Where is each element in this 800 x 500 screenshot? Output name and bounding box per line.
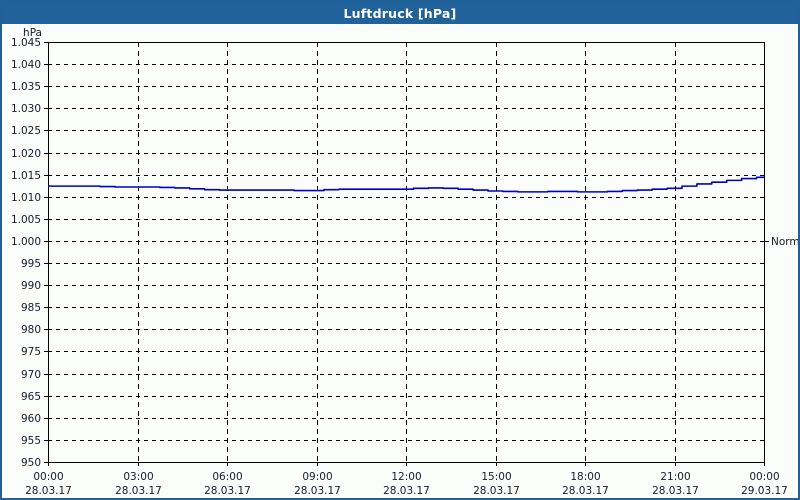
y-tick-label: 1.015 <box>11 170 41 182</box>
data-line-Luftdruck <box>48 176 764 193</box>
y-tick-label: 990 <box>21 280 41 292</box>
y-tick-label: 955 <box>21 435 41 447</box>
x-tick-label-time: 03:00 <box>123 471 153 483</box>
pressure-line-chart: 1.045 1.040 1.035 1.030 1.025 1.020 1.015 1.010… <box>11 27 798 497</box>
y-tick-label: 1.025 <box>11 125 41 137</box>
x-tick-label-time: 18:00 <box>570 471 600 483</box>
y-tick-label: 1.000 <box>11 236 41 248</box>
x-tick-label-date: 28.03.17 <box>383 485 430 497</box>
x-tick-label-time: 12:00 <box>391 471 421 483</box>
y-tick-label: 950 <box>21 457 41 469</box>
x-tick-label-date: 28.03.17 <box>115 485 162 497</box>
x-tick-label-date: 28.03.17 <box>562 485 609 497</box>
y-tick-label: 1.040 <box>11 59 41 71</box>
y-axis-unit-label: hPa <box>23 27 42 39</box>
x-tick-label-date: 28.03.17 <box>25 485 72 497</box>
x-tick-label-date: 29.03.17 <box>741 485 788 497</box>
axis-frame <box>44 41 766 466</box>
y-tick-label: 985 <box>21 302 41 314</box>
reference-level-group: Normal <box>764 236 798 248</box>
chart-canvas: 1.045 1.040 1.035 1.030 1.025 1.020 1.015 1.010… <box>2 24 798 498</box>
x-tick-label-time: 09:00 <box>302 471 332 483</box>
window-title-bar: Luftdruck [hPa] <box>2 2 798 24</box>
x-tick-label-time: 21:00 <box>660 471 690 483</box>
y-tick-label: 975 <box>21 346 41 358</box>
page-title: Luftdruck [hPa] <box>343 5 457 21</box>
y-tick-label: 1.020 <box>11 148 41 160</box>
x-tick-label-date: 28.03.17 <box>652 485 699 497</box>
y-tick-label: 980 <box>21 324 41 336</box>
reference-label-normal: Normal <box>771 236 798 248</box>
y-tick-label: 1.010 <box>11 192 41 204</box>
vertical-gridlines <box>138 42 676 462</box>
y-axis-tick-labels: 1.045 1.040 1.035 1.030 1.025 1.020 1.015 1.010… <box>11 37 41 469</box>
x-tick-label-time: 00:00 <box>33 471 63 483</box>
y-tick-label: 960 <box>21 413 41 425</box>
x-tick-label-time: 15:00 <box>481 471 511 483</box>
y-tick-label: 995 <box>21 258 41 270</box>
x-tick-label-time: 00:00 <box>749 471 779 483</box>
plot-frame <box>47 41 766 464</box>
x-tick-label-date: 28.03.17 <box>204 485 251 497</box>
y-tick-label: 965 <box>21 391 41 403</box>
y-tick-label: 1.005 <box>11 214 41 226</box>
data-series-group <box>48 176 764 193</box>
y-tick-label: 1.045 <box>11 37 41 49</box>
y-tick-label: 1.035 <box>11 81 41 93</box>
x-tick-label-time: 06:00 <box>212 471 242 483</box>
y-tick-label: 970 <box>21 369 41 381</box>
x-tick-label-date: 28.03.17 <box>294 485 341 497</box>
y-tick-label: 1.030 <box>11 103 41 115</box>
x-axis-tick-labels: 00:00 28.03.17 03:00 28.03.17 06:00 28.03.17 0… <box>25 471 788 497</box>
x-tick-label-date: 28.03.17 <box>473 485 520 497</box>
